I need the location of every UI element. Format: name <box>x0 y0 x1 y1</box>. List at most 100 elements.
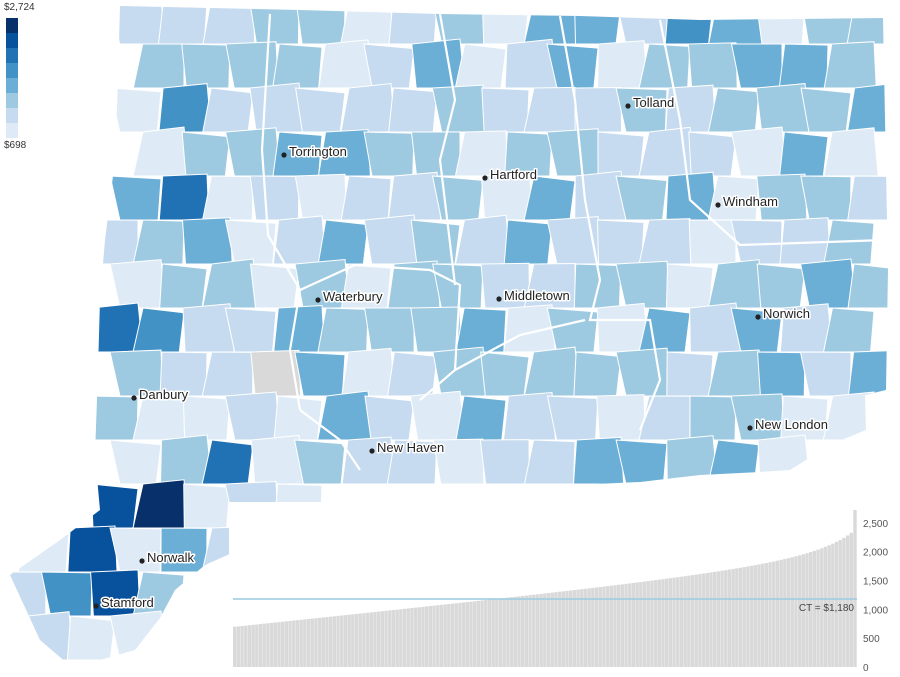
town-area <box>523 86 577 133</box>
city-marker-torrington: Torrington <box>281 143 348 161</box>
distribution-bar <box>454 603 458 667</box>
distribution-bar <box>690 575 695 667</box>
distribution-bar <box>705 573 710 667</box>
city-marker-norwalk: Norwalk <box>139 549 196 567</box>
distribution-bar <box>683 576 687 667</box>
town-area <box>847 349 888 397</box>
distribution-bar <box>273 622 278 667</box>
town-area <box>225 41 279 89</box>
distribution-bar <box>513 596 518 667</box>
town-area <box>109 259 166 309</box>
town-area <box>479 439 530 485</box>
town-area <box>665 171 718 221</box>
town-area <box>410 306 462 353</box>
distribution-bar <box>831 543 835 667</box>
distribution-bar <box>827 545 831 667</box>
town-area <box>847 263 888 309</box>
city-dot <box>93 603 99 609</box>
town-area <box>454 214 512 265</box>
y-tick-label: 2,000 <box>863 548 888 559</box>
town-area <box>410 131 461 177</box>
town-area <box>40 571 93 617</box>
distribution-bar <box>672 577 676 667</box>
state-average-label: CT = $1,180 <box>799 603 855 614</box>
town-area <box>109 175 162 221</box>
city-markers: Torrington Hartford Tolland Windham Waterbur… <box>93 94 830 612</box>
city-dot <box>131 395 137 401</box>
town-area <box>158 173 210 221</box>
distribution-bar <box>365 612 370 667</box>
town-area <box>159 263 208 309</box>
distribution-bar <box>775 560 780 667</box>
town-area <box>480 351 530 397</box>
town-area <box>799 351 852 397</box>
town-area <box>201 351 254 397</box>
legend-min-label: $698 <box>4 140 27 151</box>
town-area <box>272 43 323 89</box>
distribution-bar <box>417 607 422 667</box>
town-area <box>707 439 760 485</box>
town-area <box>90 395 139 441</box>
distribution-bar <box>487 599 492 667</box>
distribution-bar <box>292 620 296 667</box>
town-area <box>66 615 116 661</box>
distribution-bar <box>720 570 724 667</box>
distribution-bar <box>362 613 366 667</box>
distribution-bar <box>317 617 322 667</box>
town-area <box>294 173 348 221</box>
distribution-bar <box>731 568 735 667</box>
distribution-bar <box>498 598 503 667</box>
city-dot <box>715 202 721 208</box>
distribution-bar <box>761 563 765 667</box>
town-area <box>481 87 530 133</box>
distribution-bar <box>266 623 270 667</box>
distribution-bar <box>701 573 706 667</box>
town-area <box>181 43 231 89</box>
distribution-bar <box>635 582 639 667</box>
distribution-bar <box>340 615 344 667</box>
distribution-bar <box>550 592 554 667</box>
distribution-bar <box>336 615 340 667</box>
distribution-bar <box>358 613 362 667</box>
town-area <box>756 263 806 309</box>
town-area <box>757 434 811 485</box>
distribution-bar <box>565 590 569 667</box>
town-area <box>224 391 281 441</box>
distribution-bar <box>849 532 854 667</box>
distribution-bar-chart: CT = $1,180 0 500 1,000 1,500 2,000 2,500 <box>229 502 888 674</box>
town-area <box>132 126 190 177</box>
legend-max-label: $2,724 <box>4 2 35 13</box>
distribution-bar <box>351 614 355 667</box>
town-area <box>363 214 420 265</box>
town-area <box>523 175 576 221</box>
city-label: Danbury <box>139 387 189 402</box>
town-area <box>455 395 507 441</box>
town-area <box>615 347 672 397</box>
distribution-bar <box>402 608 407 667</box>
town-area <box>224 219 277 265</box>
distribution-bar <box>713 571 717 667</box>
town-area <box>17 527 70 573</box>
distribution-bar <box>646 581 650 667</box>
town-area <box>823 41 877 89</box>
legend-swatch <box>6 93 18 108</box>
town-area <box>273 305 325 353</box>
distribution-bar <box>469 601 473 667</box>
distribution-bar <box>617 584 621 667</box>
distribution-bar <box>816 549 820 667</box>
distribution-bar <box>258 624 263 667</box>
town-area <box>596 219 645 265</box>
distribution-bar <box>749 565 754 667</box>
city-marker-middletown: Middletown <box>496 287 571 305</box>
town-area <box>615 260 671 309</box>
y-tick-label: 1,000 <box>863 605 888 616</box>
town-area <box>157 6 208 45</box>
distribution-bar <box>428 606 433 667</box>
city-dot <box>496 296 502 302</box>
distribution-bar <box>620 584 625 667</box>
town-area <box>181 217 233 265</box>
town-area <box>250 349 302 397</box>
distribution-bar <box>450 603 455 667</box>
town-area <box>800 175 852 221</box>
distribution-bar <box>413 607 418 667</box>
